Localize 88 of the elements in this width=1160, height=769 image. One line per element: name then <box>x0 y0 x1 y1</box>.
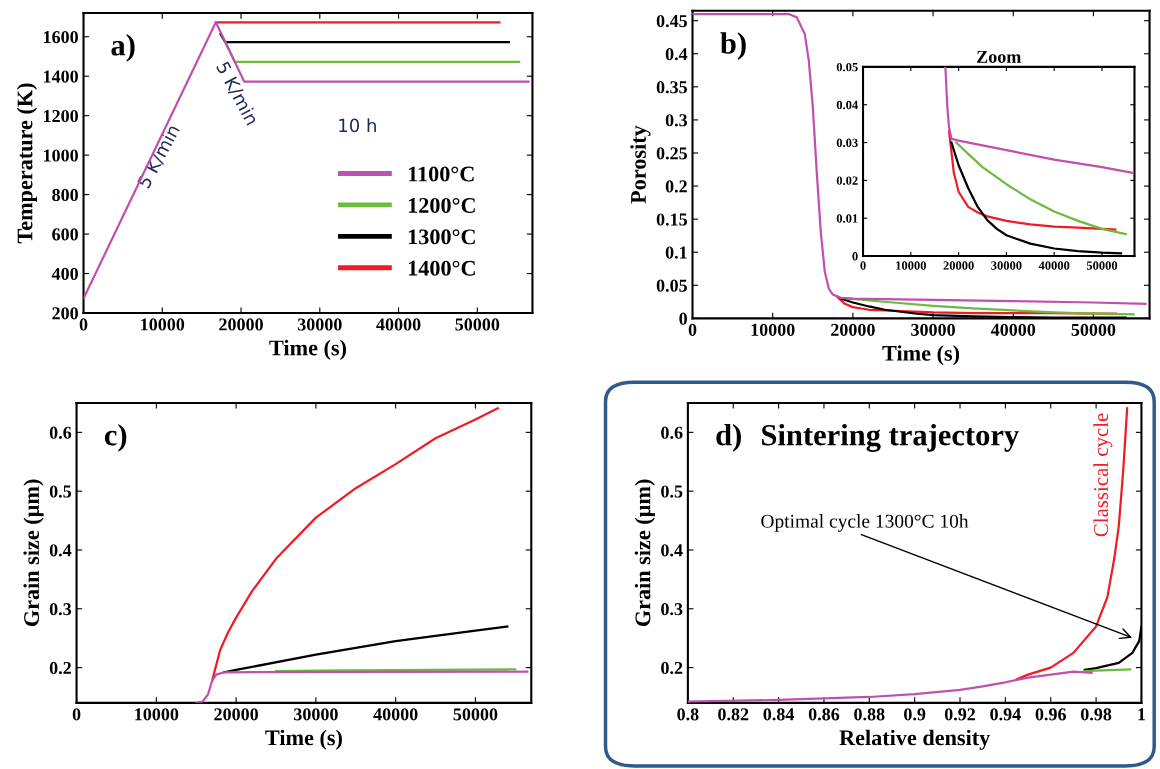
y-tick-label: 0.4 <box>49 544 72 557</box>
y-tick-label: 0.02 <box>836 176 858 185</box>
y-tick-label: 0.25 <box>656 147 687 160</box>
x-tick-label: 20000 <box>214 708 258 721</box>
y-tick-label: 0.6 <box>661 426 683 439</box>
x-tick-label: 40000 <box>1038 261 1070 270</box>
annotation: b) <box>720 32 746 61</box>
legend-label: 1200°C <box>408 197 475 213</box>
annotation: 10 h <box>339 118 376 133</box>
x-tick-label: 30000 <box>991 261 1022 270</box>
y-tick-label: 0 <box>852 252 858 261</box>
x-tick-label: 10000 <box>751 323 795 336</box>
x-tick-label: 0.8 <box>677 708 699 721</box>
x-tick-label: 30000 <box>911 323 955 336</box>
y-tick-label: 0.01 <box>836 214 858 223</box>
x-tick-label: 30000 <box>297 318 342 331</box>
y-tick-label: 0.5 <box>661 485 683 498</box>
x-tick-label: 50000 <box>453 708 498 721</box>
legend-label: 1300°C <box>408 229 475 245</box>
y-tick-label: 0.35 <box>656 81 687 94</box>
y-tick-label: 400 <box>51 267 78 280</box>
y-tick-label: 0.45 <box>656 14 687 28</box>
y-tick-label: 0.5 <box>49 485 72 498</box>
x-tick-label: 50000 <box>455 318 500 331</box>
y-axis-title: Grain size (µm) <box>23 479 44 627</box>
y-tick-label: 0.3 <box>49 603 72 616</box>
x-tick-label: 0 <box>688 323 697 336</box>
x-tick-label: 40000 <box>990 323 1036 336</box>
chart-title: Zoom <box>977 50 1022 63</box>
y-tick-label: 0.3 <box>665 114 688 127</box>
x-tick-label: 0.84 <box>763 708 795 721</box>
x-tick-label: 50000 <box>1071 323 1116 336</box>
x-tick-label: 0.96 <box>1035 708 1066 721</box>
y-tick-label: 0.2 <box>49 661 71 675</box>
y-tick-label: 0.1 <box>665 246 687 259</box>
x-tick-label: 20000 <box>219 318 263 331</box>
y-tick-label: 0.4 <box>661 544 683 557</box>
x-tick-label: 1 <box>1138 708 1146 721</box>
x-tick-label: 0.98 <box>1080 708 1112 721</box>
x-tick-label: 10000 <box>896 261 926 270</box>
x-tick-label: 30000 <box>294 708 338 721</box>
y-tick-label: 0.3 <box>661 603 683 616</box>
y-tick-label: 0.4 <box>665 48 688 61</box>
x-tick-label: 0.88 <box>854 708 885 721</box>
y-tick-label: 800 <box>52 188 78 202</box>
x-tick-label: 20000 <box>943 261 974 270</box>
x-tick-label: 0 <box>79 318 88 331</box>
y-tick-label: 600 <box>52 228 78 241</box>
x-tick-label: 0.9 <box>904 708 926 721</box>
x-tick-label: 0.82 <box>718 708 749 721</box>
y-tick-label: 0.15 <box>656 213 687 226</box>
x-axis-title: Relative density <box>839 729 991 750</box>
y-tick-label: 0.05 <box>836 62 858 72</box>
annotation: Classical cycle <box>1093 413 1113 537</box>
y-axis-title: Temperature (K) <box>16 83 37 244</box>
y-tick-label: 0.03 <box>836 138 858 148</box>
x-tick-label: 40000 <box>373 708 418 721</box>
x-axis-title: Time (s) <box>265 729 342 750</box>
x-tick-label: 0.86 <box>808 708 840 721</box>
x-tick-label: 10000 <box>141 318 185 331</box>
x-tick-label: 0.94 <box>990 708 1021 721</box>
annotation: a) <box>111 34 135 62</box>
y-axis-title: Grain size (µm) <box>634 479 655 627</box>
x-tick-label: 40000 <box>376 318 421 331</box>
y-tick-label: 1200 <box>44 109 78 123</box>
y-tick-label: 0.2 <box>665 180 687 193</box>
legend-label: 1100°C <box>408 166 474 182</box>
y-tick-label: 0.05 <box>656 279 687 292</box>
x-tick-label: 0 <box>860 261 866 270</box>
x-tick-label: 20000 <box>831 323 875 336</box>
y-tick-label: 0.04 <box>836 100 858 110</box>
annotation: Optimal cycle 1300°C 10h <box>761 514 969 532</box>
x-tick-label: 50000 <box>1086 261 1118 270</box>
annotation: d) <box>716 423 741 452</box>
annotation: Sintering trajectory <box>762 423 1019 452</box>
legend-label: 1400°C <box>408 260 475 276</box>
x-tick-label: 0.92 <box>944 708 976 721</box>
y-tick-label: 1600 <box>44 31 78 44</box>
y-tick-label: 0.6 <box>49 426 72 439</box>
x-axis-title: Time (s) <box>269 339 346 360</box>
y-axis-title: Porosity <box>630 125 651 204</box>
y-tick-label: 1400 <box>44 70 78 83</box>
y-tick-label: 1000 <box>44 149 78 162</box>
y-tick-label: 200 <box>52 307 78 320</box>
annotation: c) <box>104 423 127 452</box>
x-axis-title: Time (s) <box>882 345 960 366</box>
x-tick-label: 10000 <box>135 708 179 721</box>
y-tick-label: 0.2 <box>661 661 683 675</box>
